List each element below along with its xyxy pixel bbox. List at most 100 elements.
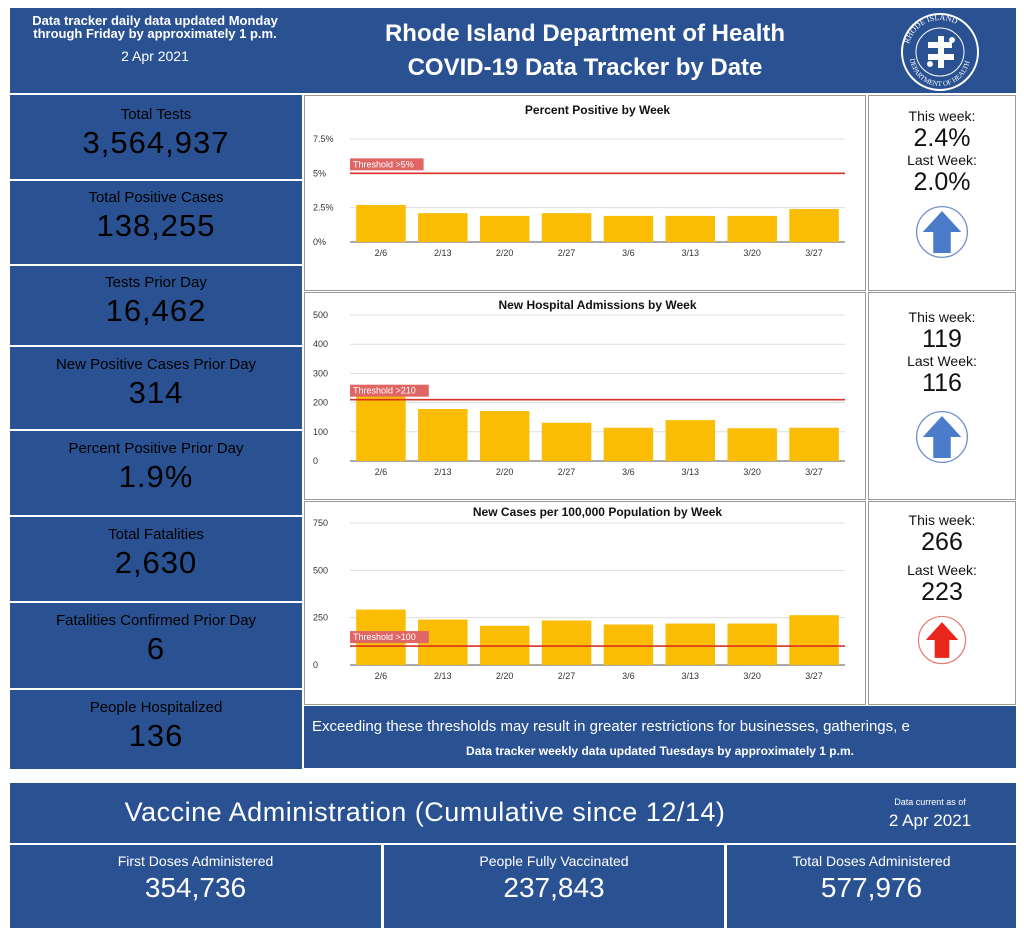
bar-2/27 xyxy=(541,422,592,461)
bar-3/27 xyxy=(789,615,839,665)
threshold-label: Threshold >210 xyxy=(353,386,416,396)
divider xyxy=(10,264,302,266)
last-week-label: Last Week: xyxy=(907,152,977,168)
ri-health-seal-logo: RHODE ISLAND DEPARTMENT OF HEALTH xyxy=(901,13,979,91)
x-tick-label: 2/20 xyxy=(496,248,514,258)
bar-3/27 xyxy=(789,209,839,242)
bar-2/6 xyxy=(356,393,406,461)
divider xyxy=(10,345,302,347)
vaccine-stat-label: First Doses Administered xyxy=(117,853,274,869)
last-week-value: 2.0% xyxy=(913,168,971,196)
y-tick-label: 200 xyxy=(313,398,328,408)
x-tick-label: 2/27 xyxy=(558,671,576,681)
y-tick-label: 750 xyxy=(313,518,328,528)
stat-label: Total Positive Cases xyxy=(88,189,224,206)
weekly-new-cases: This week: 266 Last Week: 223 xyxy=(868,501,1016,705)
stat-people-hospitalized: People Hospitalized 136 xyxy=(10,699,302,754)
x-tick-label: 2/13 xyxy=(434,671,452,681)
chart-title: New Hospital Admissions by Week xyxy=(498,298,696,312)
x-tick-label: 3/13 xyxy=(682,671,700,681)
stat-value: 16,462 xyxy=(105,293,207,328)
x-tick-label: 3/6 xyxy=(622,467,635,477)
page-header: Rhode Island Department of Health COVID-… xyxy=(300,8,1016,93)
chart-hospital-admissions-svg: New Hospital Admissions by Week 0 100 200 30… xyxy=(313,298,845,477)
stat-label: People Hospitalized xyxy=(89,699,223,716)
last-week-value: 223 xyxy=(921,578,963,606)
x-tick-label: 2/20 xyxy=(496,467,514,477)
divider xyxy=(10,429,302,431)
vaccine-stat-value: 354,736 xyxy=(144,872,247,903)
divider xyxy=(10,515,302,517)
vaccine-total-doses: Total Doses Administered 577,976 xyxy=(727,845,1016,928)
x-tick-label: 2/20 xyxy=(496,671,514,681)
y-tick-label: 2.5% xyxy=(313,203,334,213)
x-tick-label: 3/27 xyxy=(805,467,823,477)
y-tick-label: 0 xyxy=(313,660,318,670)
vaccine-stat-value: 237,843 xyxy=(503,872,605,903)
bar-3/6 xyxy=(603,215,654,242)
trend-up-arrow-icon xyxy=(915,205,969,259)
stat-value: 2,630 xyxy=(114,545,198,580)
y-tick-label: 0 xyxy=(313,456,318,466)
this-week-value: 119 xyxy=(922,325,962,353)
bar-2/13 xyxy=(418,409,468,461)
this-week-value: 2.4% xyxy=(913,124,971,152)
threshold-tag xyxy=(350,384,429,397)
daily-update-text: Data tracker daily data updated Monday t… xyxy=(32,13,278,41)
last-week-label: Last Week: xyxy=(907,353,977,369)
bar-2/27 xyxy=(541,620,592,665)
stat-label: Total Tests xyxy=(120,106,192,123)
stat-value: 136 xyxy=(128,718,184,753)
this-week-label: This week: xyxy=(908,512,976,528)
vaccine-title: Vaccine Administration (Cumulative since… xyxy=(124,797,726,827)
threshold-label: Threshold >5% xyxy=(353,159,414,169)
bar-3/13 xyxy=(665,623,716,665)
page-subtitle: COVID-19 Data Tracker by Date xyxy=(407,54,763,81)
threshold-note-strip: Exceeding these thresholds may result in… xyxy=(304,706,1016,768)
weekly-hospital-admissions: This week: 119 Last Week: 116 xyxy=(868,292,1016,500)
threshold-tag xyxy=(350,631,429,644)
x-tick-label: 3/13 xyxy=(682,467,700,477)
bar-2/20 xyxy=(479,215,530,242)
x-tick-label: 3/27 xyxy=(805,248,823,258)
x-tick-label: 3/6 xyxy=(622,248,635,258)
y-tick-label: 5% xyxy=(313,168,326,178)
stat-total-fatalities: Total Fatalities 2,630 xyxy=(10,526,302,581)
stat-percent-positive-prior-day: Percent Positive Prior Day 1.9% xyxy=(10,440,302,495)
x-tick-label: 3/13 xyxy=(682,248,700,258)
threshold-tag xyxy=(350,158,424,171)
bar-3/20 xyxy=(727,623,777,665)
stat-label: Percent Positive Prior Day xyxy=(68,440,244,457)
vaccine-header: Vaccine Administration (Cumulative since… xyxy=(10,783,1016,843)
stat-label: New Positive Cases Prior Day xyxy=(55,356,257,373)
x-tick-label: 2/13 xyxy=(434,467,452,477)
chart-title: Percent Positive by Week xyxy=(525,103,671,117)
report-date: 2 Apr 2021 xyxy=(121,48,189,64)
this-week-value: 266 xyxy=(921,528,963,556)
x-tick-label: 2/6 xyxy=(375,248,388,258)
trend-up-arrow-icon xyxy=(915,410,969,464)
vaccine-current-label: Data current as of xyxy=(894,797,966,807)
page-title: Rhode Island Department of Health xyxy=(384,20,786,47)
x-tick-label: 2/6 xyxy=(375,671,388,681)
bar-3/20 xyxy=(727,215,777,242)
chart-new-cases: New Cases per 100,000 Population by Week… xyxy=(304,501,866,705)
bar-3/27 xyxy=(789,427,839,461)
stat-total-positive-cases: Total Positive Cases 138,255 xyxy=(10,189,302,244)
last-week-value: 116 xyxy=(922,369,962,397)
stat-label: Total Fatalities xyxy=(108,526,204,543)
bar-2/6 xyxy=(356,204,406,242)
bar-2/27 xyxy=(541,213,592,242)
stat-new-positive-prior-day: New Positive Cases Prior Day 314 xyxy=(10,356,302,411)
y-tick-label: 300 xyxy=(313,368,328,378)
bar-2/13 xyxy=(418,213,468,242)
bar-3/6 xyxy=(603,624,654,665)
weekly-update-note: Data tracker weekly data updated Tuesday… xyxy=(466,744,854,758)
threshold-warning-text: Exceeding these thresholds may result in… xyxy=(312,718,910,735)
y-tick-label: 500 xyxy=(313,565,328,575)
chart-percent-positive: Percent Positive by Week 0% 2.5% 5% 7.5% 2/6 2… xyxy=(304,95,866,291)
x-tick-label: 3/20 xyxy=(743,248,761,258)
x-tick-label: 2/27 xyxy=(558,248,576,258)
vaccine-stat-label: People Fully Vaccinated xyxy=(479,853,629,869)
bar-2/20 xyxy=(479,411,530,461)
